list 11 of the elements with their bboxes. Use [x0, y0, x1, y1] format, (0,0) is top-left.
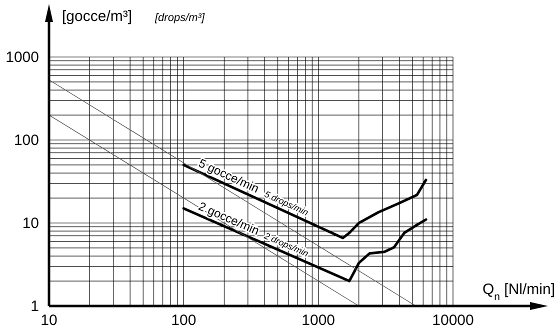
y-tick-label: 1000	[6, 49, 39, 66]
text: [drops/m³]	[154, 12, 206, 24]
y-axis-title: [gocce/m³]	[62, 8, 132, 25]
y-tick-label: 1	[30, 298, 39, 315]
y-tick-label: 100	[14, 132, 39, 149]
x-tick-label: 1000	[302, 312, 336, 329]
x-tick-label: 10000	[432, 312, 474, 329]
y-tick-label: 10	[22, 215, 39, 232]
x-axis-title: Q$_{n}$ [Nl/min]	[482, 281, 555, 303]
x-tick-label: 10	[40, 312, 58, 329]
x-tick-label: 100	[171, 312, 196, 329]
